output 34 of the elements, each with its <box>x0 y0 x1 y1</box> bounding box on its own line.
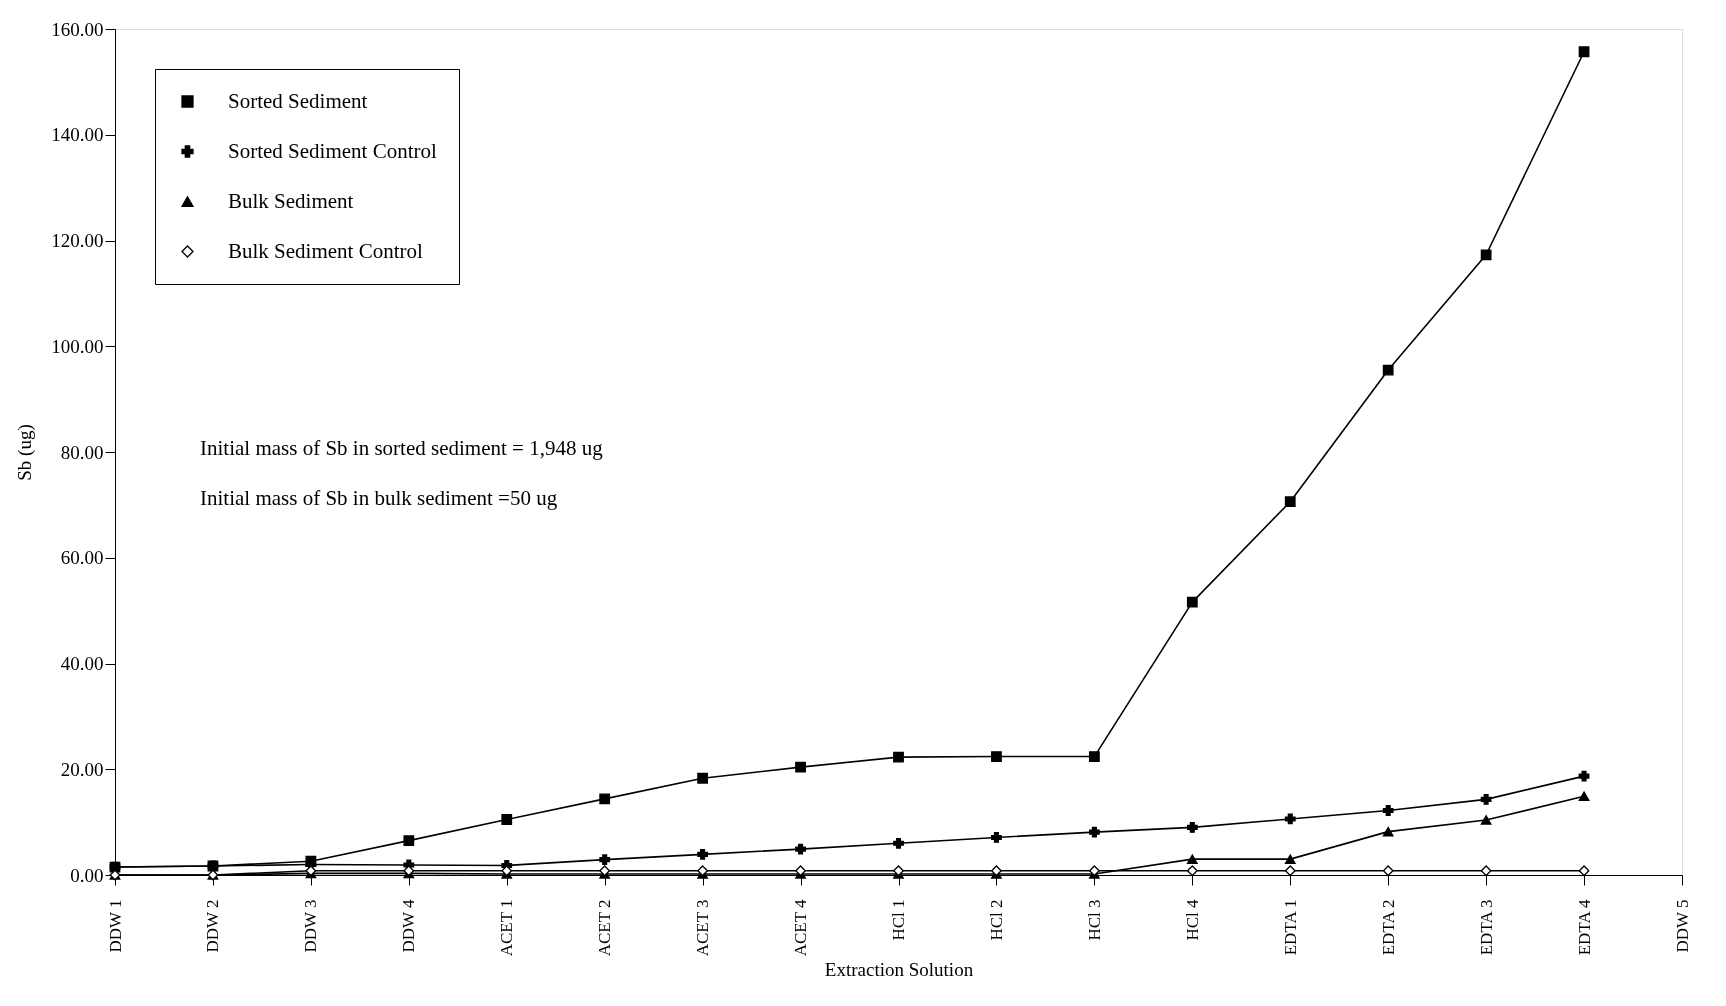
x-tick-label: ACET 3 <box>693 899 713 957</box>
legend-label: Sorted Sediment Control <box>228 138 437 163</box>
x-tick-label: ACET 1 <box>497 899 517 957</box>
x-tick-label: HCl 1 <box>889 899 908 941</box>
x-axis-title: Extraction Solution <box>824 958 974 980</box>
y-tick-label: 20.00 <box>60 758 104 780</box>
x-tick-label: DDW 5 <box>1672 899 1692 953</box>
x-tick-label: DDW 3 <box>301 899 321 953</box>
x-tick-label: HCl 2 <box>986 899 1006 941</box>
y-tick-label: 80.00 <box>60 441 104 463</box>
x-tick-label: HCl 3 <box>1084 899 1104 941</box>
y-tick-label: 160.00 <box>51 18 104 40</box>
y-tick-label: 0.00 <box>70 864 104 886</box>
annotation: Initial mass of Sb in bulk sediment =50 ug <box>200 486 558 510</box>
y-tick-label: 100.00 <box>51 335 104 357</box>
annotation: Initial mass of Sb in sorted sediment = 1,948 ug <box>200 436 604 460</box>
x-tick-label: ACET 4 <box>791 899 811 957</box>
x-tick-label: DDW 4 <box>399 899 419 953</box>
x-tick-label: EDTA 4 <box>1574 899 1594 956</box>
y-tick-label: 140.00 <box>51 124 104 146</box>
x-tick-label: DDW 2 <box>203 899 223 953</box>
x-tick-label: DDW 1 <box>105 899 125 953</box>
y-tick-label: 40.00 <box>60 653 104 674</box>
x-tick-label: EDTA 3 <box>1476 899 1496 956</box>
x-tick-label: EDTA 2 <box>1378 899 1398 956</box>
y-tick-label: 60.00 <box>60 547 104 569</box>
y-axis-title: Sb (ug) <box>14 424 37 481</box>
y-tick-label: 120.00 <box>51 230 104 251</box>
x-tick-label: HCl 4 <box>1182 899 1202 941</box>
legend-label: Bulk Sediment Control <box>228 238 423 263</box>
x-tick-label: EDTA 1 <box>1280 899 1300 956</box>
legend-label: Sorted Sediment <box>228 88 368 113</box>
legend-label: Bulk Sediment <box>228 188 354 213</box>
x-tick-label: ACET 2 <box>595 899 615 957</box>
